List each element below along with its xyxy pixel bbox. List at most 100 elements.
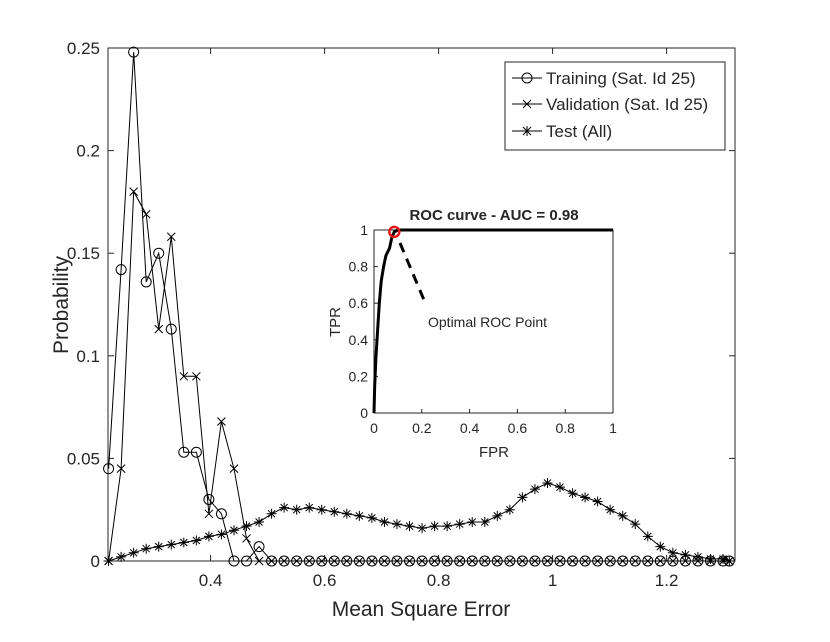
test-point	[542, 478, 553, 489]
test-point	[642, 531, 653, 542]
main-series-group	[103, 46, 735, 567]
test-point	[128, 547, 139, 558]
inset-y-tick-label: 0	[360, 405, 368, 421]
test-point	[166, 539, 177, 550]
training-point	[203, 493, 215, 505]
inset-series-group	[372, 225, 613, 414]
validation-point	[543, 556, 552, 566]
validation-point	[204, 509, 214, 519]
main-x-tick-label: 0.8	[427, 571, 451, 590]
legend-label-training: Training (Sat. Id 25)	[546, 69, 696, 88]
test-point	[655, 541, 666, 552]
inset-x-tick-label: 0.6	[508, 420, 528, 436]
test-point	[254, 517, 265, 528]
validation-point	[555, 556, 565, 566]
inset-title: ROC curve - AUC = 0.98	[409, 207, 578, 224]
inset-x-tick-label: 0.4	[460, 420, 480, 436]
test-point	[379, 517, 390, 528]
legend-label-test: Test (All)	[546, 122, 612, 141]
training-point	[153, 247, 165, 259]
validation-point	[668, 556, 678, 566]
validation-point	[279, 556, 289, 566]
test-point	[705, 553, 716, 564]
inset-axes: 0 0.2 0.4 0.6 0.8 1 0 0.2 0.4 0.6 0.8 1 ROC curve -…	[327, 207, 617, 461]
inset-plot-area	[373, 229, 614, 414]
legend-circle-marker-icon	[521, 72, 533, 84]
test-point	[492, 510, 503, 521]
test-point	[354, 510, 365, 521]
training-point	[103, 463, 115, 475]
validation-point	[292, 556, 302, 566]
main-y-tick-label: 0.2	[76, 142, 100, 161]
main-x-tick-label: 1	[548, 571, 557, 590]
validation-point	[141, 209, 151, 219]
test-point	[279, 502, 290, 513]
test-point	[529, 484, 540, 495]
test-point	[592, 496, 603, 507]
test-point	[178, 537, 189, 548]
training-point	[165, 323, 177, 335]
inset-x-tick-label: 0	[370, 420, 378, 436]
test-point	[580, 492, 591, 503]
validation-point	[380, 556, 389, 566]
validation-point	[254, 556, 264, 566]
test-point	[404, 521, 415, 532]
test-point	[366, 512, 377, 523]
training-point	[253, 541, 265, 553]
test-point	[605, 504, 616, 515]
inset-y-tick-label: 0.4	[349, 332, 369, 348]
test-point	[724, 556, 735, 566]
validation-point	[191, 371, 201, 381]
inset-x-tick-label: 0.2	[412, 420, 432, 436]
validation-point	[392, 556, 402, 566]
test-point	[680, 549, 691, 560]
inset-tick-group: 0 0.2 0.4 0.6 0.8 1 0 0.2 0.4 0.6 0.8 1	[349, 222, 618, 436]
validation-point	[367, 556, 377, 566]
validation-point	[480, 556, 490, 566]
optimal-point-annotation: Optimal ROC Point	[428, 314, 547, 330]
inset-y-axis-label: TPR	[327, 307, 344, 337]
test-point	[241, 521, 252, 532]
validation-point	[116, 464, 126, 474]
test-point	[692, 551, 703, 562]
test-point	[442, 521, 453, 532]
legend-asterisk-marker-icon	[522, 126, 532, 136]
validation-point	[405, 556, 414, 566]
validation-point	[166, 232, 176, 242]
validation-point	[342, 556, 352, 566]
validation-point	[129, 187, 139, 196]
main-y-tick-label: 0.05	[67, 449, 100, 468]
validation-point	[267, 556, 276, 566]
validation-point	[492, 556, 502, 566]
optimal-roc-point	[388, 225, 401, 239]
main-y-tick-label: 0.15	[67, 244, 100, 263]
test-point	[291, 504, 302, 515]
test-point	[203, 531, 214, 542]
training-point	[115, 264, 127, 276]
validation-point	[467, 556, 477, 566]
training-point	[215, 508, 227, 520]
test-point	[191, 535, 202, 546]
legend-label-validation: Validation (Sat. Id 25)	[546, 95, 708, 114]
training-point	[178, 446, 190, 458]
test-point	[555, 482, 566, 493]
test-point	[391, 519, 402, 530]
inset-y-tick-label: 0.2	[349, 368, 369, 384]
inset-x-tick-label: 1	[609, 420, 617, 436]
validation-point	[355, 556, 364, 566]
main-x-tick-label: 1.2	[655, 571, 679, 590]
test-point	[454, 519, 465, 530]
test-point	[504, 504, 515, 515]
test-point	[141, 543, 152, 554]
legend-x-marker-icon	[522, 99, 532, 109]
validation-point	[242, 534, 251, 543]
optimal-point-arrow	[398, 242, 426, 301]
validation-point	[505, 556, 515, 566]
main-y-axis-label: Probability	[50, 255, 73, 354]
test-point	[567, 488, 578, 499]
validation-point	[605, 556, 615, 566]
inset-y-tick-label: 0.8	[349, 259, 369, 275]
main-x-tick-label: 0.4	[199, 571, 223, 590]
validation-point	[580, 556, 590, 566]
